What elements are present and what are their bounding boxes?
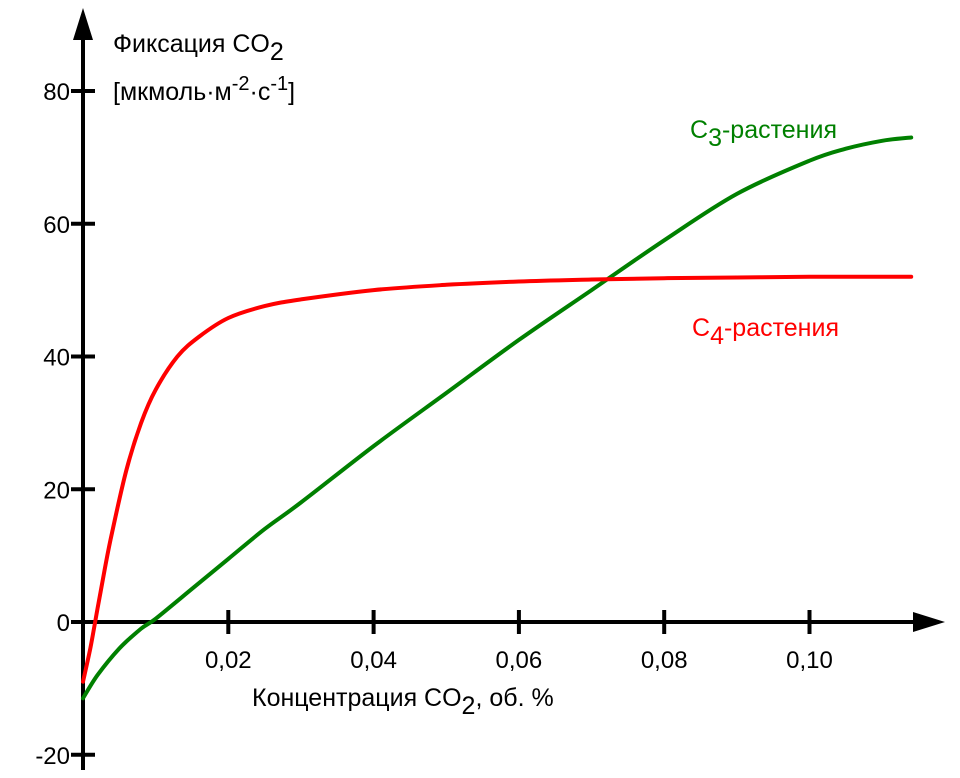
x-ticks: 0,02 0,04 0,06 0,08 0,10	[205, 610, 833, 674]
y-axis-arrow	[73, 8, 93, 40]
y-tick-label: 80	[43, 79, 70, 106]
y-axis-label-line1: Фиксация CO2	[113, 30, 284, 66]
series-lines	[81, 135, 914, 701]
series-line-c3	[81, 135, 914, 701]
x-axis	[83, 612, 945, 632]
series-line-c4	[81, 274, 914, 684]
x-tick-label: 0,02	[205, 647, 252, 674]
x-axis-arrow	[913, 612, 945, 632]
y-tick-label: 60	[43, 212, 70, 239]
x-tick-label: 0,06	[496, 647, 543, 674]
series-label-c3: C3-растения	[690, 116, 837, 152]
x-tick-label: 0,04	[350, 647, 397, 674]
series-label-c4: C4-растения	[692, 314, 839, 350]
y-tick-label: -20	[35, 743, 70, 770]
x-axis-label: Концентрация CO2, об. %	[252, 684, 554, 720]
y-ticks: -20 0 20 40 60 80	[35, 79, 95, 770]
y-axis	[73, 8, 93, 770]
x-tick-label: 0,08	[641, 647, 688, 674]
y-tick-label: 20	[43, 477, 70, 504]
y-tick-label: 0	[57, 610, 70, 637]
y-axis-label-line2: [мкмоль·м-2·с-1]	[113, 73, 295, 106]
y-tick-label: 40	[43, 345, 70, 372]
x-tick-label: 0,10	[786, 647, 833, 674]
